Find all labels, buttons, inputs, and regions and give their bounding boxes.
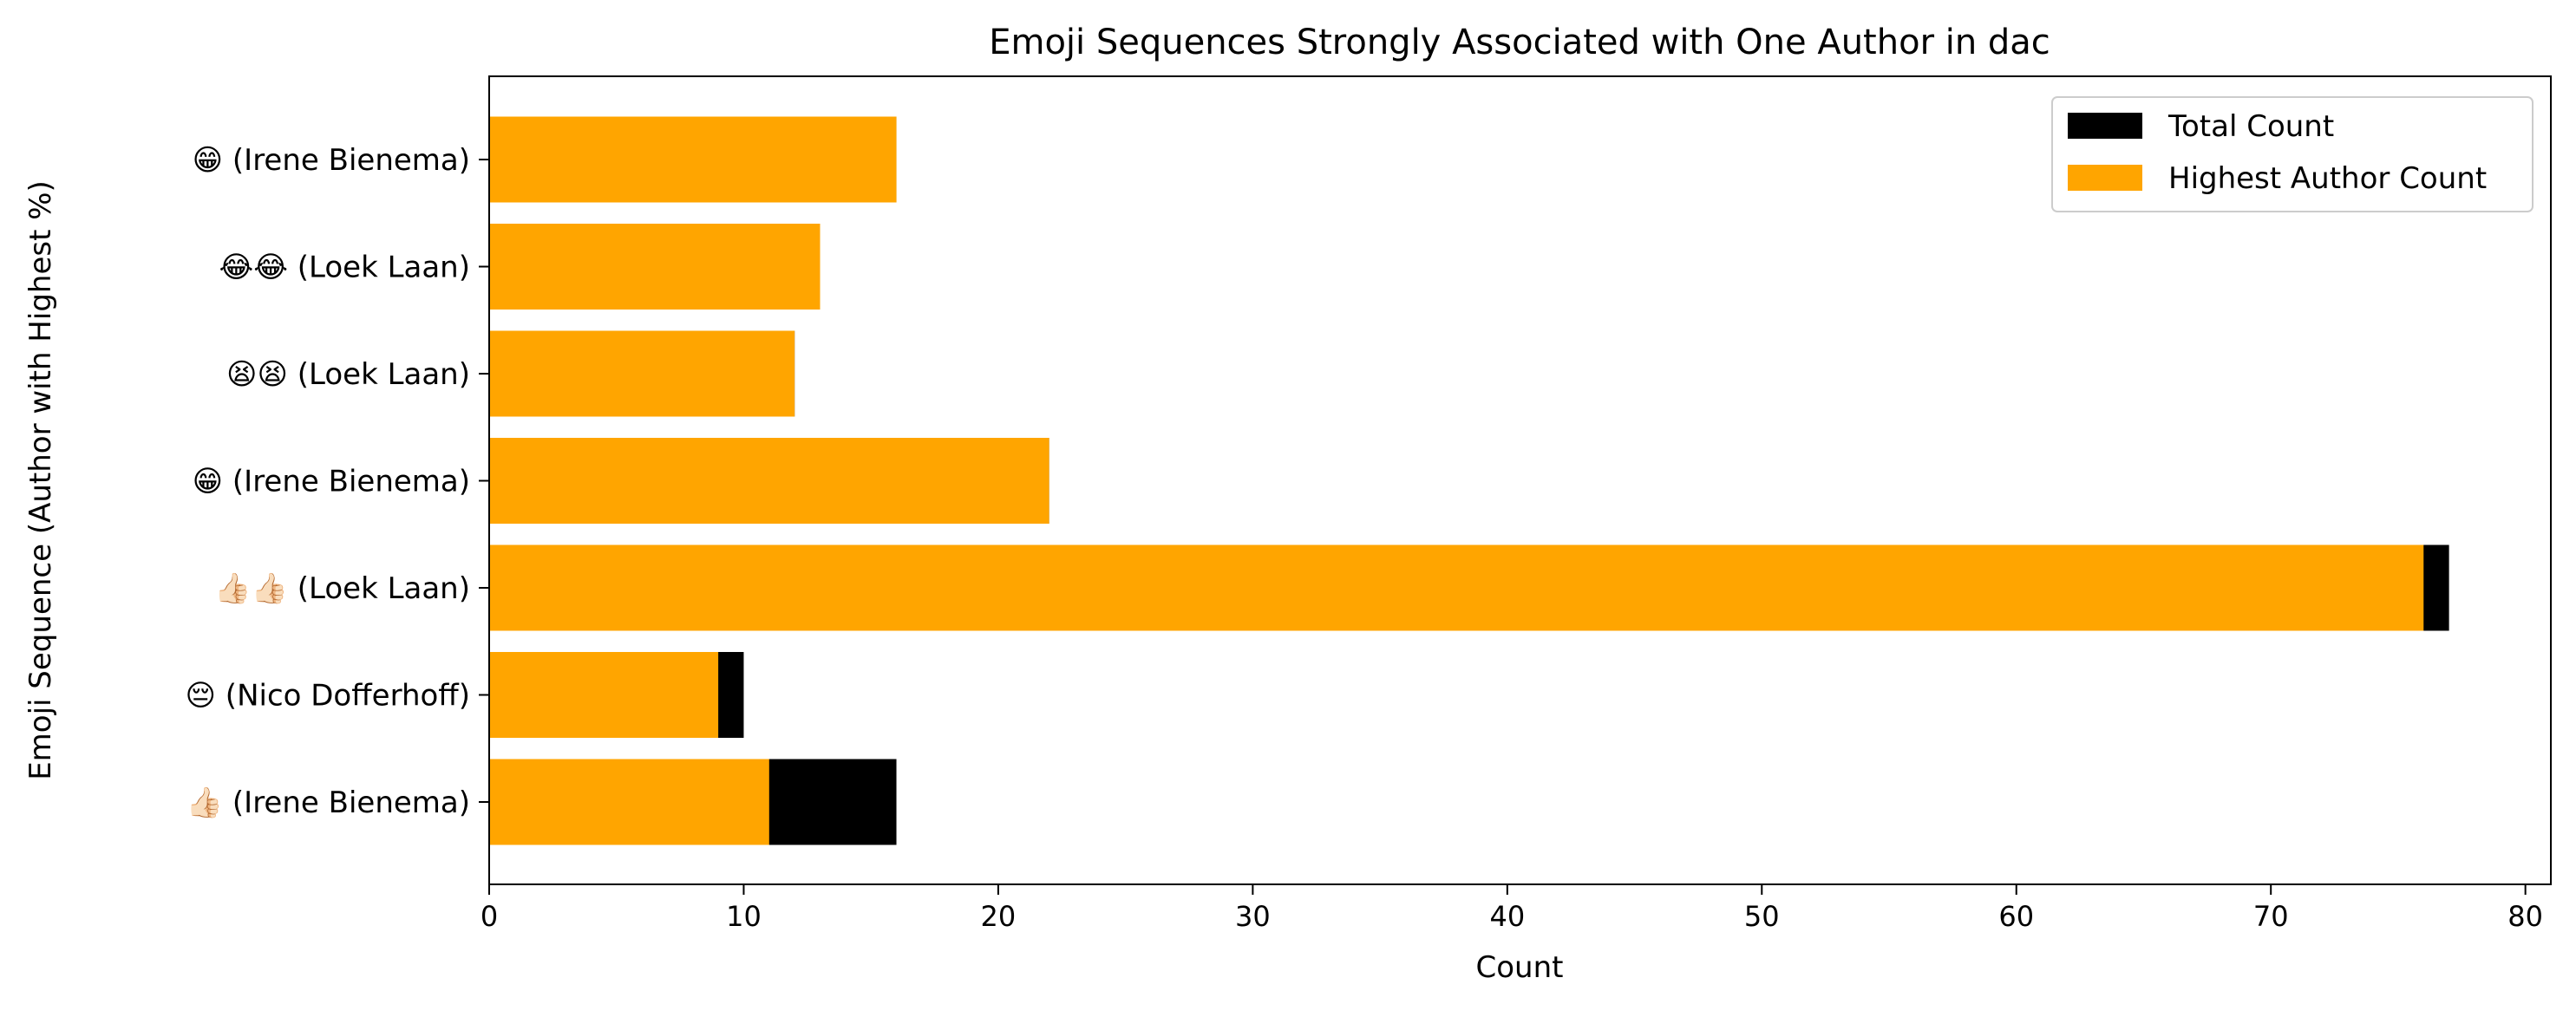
y-tick-label: 👍🏻 (Irene Bienema)	[186, 786, 470, 820]
y-tick-label: 😂😂 (Loek Laan)	[219, 251, 470, 285]
y-axis-ticks: 😁 (Irene Bienema) 😂😂 (Loek Laan) 😫😫 (Loek …	[186, 143, 489, 820]
x-tick-label: 10	[726, 900, 762, 933]
chart-title: Emoji Sequences Strongly Associated with…	[989, 23, 2050, 62]
highest-author-count-bar	[489, 116, 897, 203]
x-tick-label: 40	[1489, 900, 1525, 933]
x-tick-label: 30	[1235, 900, 1271, 933]
y-tick-label: 😁 (Irene Bienema)	[193, 143, 470, 178]
y-tick-label: 👍🏻👍🏻 (Loek Laan)	[214, 571, 470, 606]
x-tick-label: 50	[1744, 900, 1780, 933]
highest-author-count-bar	[489, 438, 1049, 524]
legend-label-highest-author-count: Highest Author Count	[2168, 161, 2487, 196]
x-tick-label: 70	[2253, 900, 2289, 933]
x-tick-label: 20	[981, 900, 1017, 933]
legend-swatch-total-count	[2068, 113, 2142, 139]
x-tick-label: 80	[2507, 900, 2543, 933]
legend: Total Count Highest Author Count	[2051, 96, 2534, 212]
x-axis-label: Count	[1476, 950, 1564, 985]
x-tick-label: 0	[481, 900, 498, 933]
highest-author-count-bar	[489, 759, 769, 845]
y-tick-label: 😁 (Irene Bienema)	[193, 465, 470, 499]
highest-author-count-bar	[489, 224, 821, 310]
x-axis-ticks: 0 10 20 30 40 50 60 70 80	[481, 884, 2543, 933]
y-axis-label: Emoji Sequence (Author with Highest %)	[23, 180, 58, 780]
legend-frame	[2051, 96, 2534, 212]
legend-label-total-count: Total Count	[2167, 109, 2334, 144]
legend-swatch-highest-author-count	[2068, 165, 2142, 191]
x-tick-label: 60	[1998, 900, 2034, 933]
y-tick-label: 😫😫 (Loek Laan)	[226, 357, 470, 392]
highest-author-count-bar	[489, 652, 719, 738]
y-tick-label: 😔 (Nico Dofferhoff)	[186, 679, 470, 714]
bars-layer	[489, 116, 2449, 845]
highest-author-count-bar	[489, 330, 795, 417]
highest-author-count-bar	[489, 544, 2424, 631]
